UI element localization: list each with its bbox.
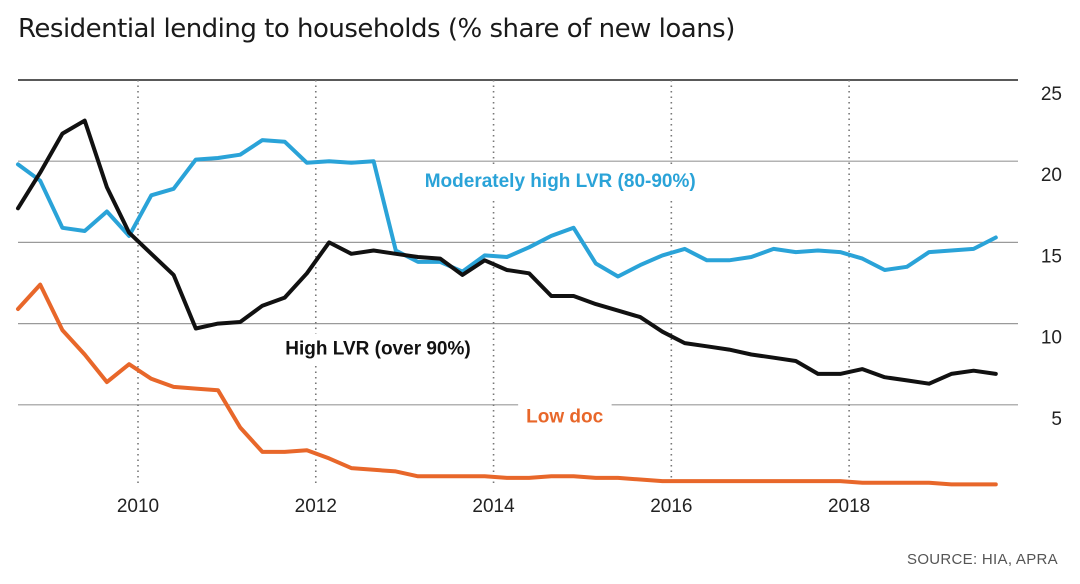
x-tick-label: 2014: [472, 496, 515, 517]
y-tick-label: 20: [1041, 165, 1062, 186]
y-tick-label: 25: [1041, 84, 1062, 105]
x-tick-label: 2018: [828, 496, 870, 517]
series-line: [16, 138, 998, 279]
y-tick-label: 10: [1041, 328, 1062, 349]
y-tick-label: 5: [1051, 409, 1062, 430]
series-line: [16, 282, 998, 487]
chart-title: Residential lending to households (% sha…: [18, 14, 735, 44]
x-tick-label: 2016: [650, 496, 692, 517]
x-tick-label: 2010: [117, 496, 159, 517]
series-label-bg: [416, 166, 704, 198]
series-label: Low doc: [526, 407, 603, 428]
series-label-bg: [518, 401, 612, 433]
y-tick-label: 15: [1041, 246, 1062, 267]
source-note: SOURCE: HIA, APRA: [907, 551, 1058, 568]
series-label: High LVR (over 90%): [285, 338, 470, 359]
x-tick-label: 2012: [295, 496, 337, 517]
series-label-bg: [277, 333, 479, 365]
series-label: Moderately high LVR (80-90%): [425, 171, 696, 192]
series-line: [16, 118, 998, 386]
